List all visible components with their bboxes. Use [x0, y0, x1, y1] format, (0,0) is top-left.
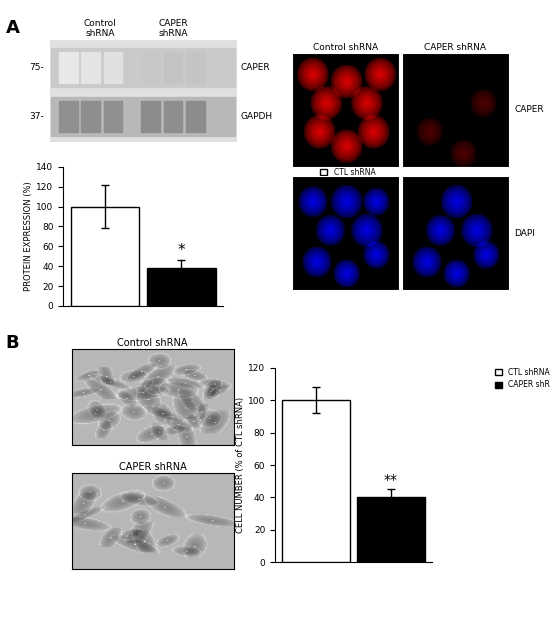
Text: **: **: [384, 473, 398, 487]
Text: 75-: 75-: [29, 63, 44, 72]
Text: Control
shRNA: Control shRNA: [84, 19, 117, 38]
Text: GAPDH: GAPDH: [240, 112, 272, 121]
Bar: [51, 48, 235, 87]
Bar: [81, 53, 100, 83]
Text: CAPER: CAPER: [240, 63, 270, 72]
Title: CAPER shRNA: CAPER shRNA: [119, 462, 186, 472]
Bar: [59, 53, 78, 83]
Text: 37-: 37-: [29, 112, 44, 121]
Bar: [104, 101, 123, 132]
Text: B: B: [6, 334, 19, 352]
Text: *: *: [177, 243, 185, 258]
Legend: CTL shRNA, CAPER shRNA: CTL shRNA, CAPER shRNA: [320, 168, 387, 190]
Bar: [51, 97, 235, 136]
Text: DAPI: DAPI: [514, 229, 535, 238]
Bar: [282, 400, 350, 562]
Bar: [186, 101, 205, 132]
Bar: [163, 101, 182, 132]
Title: Control shRNA: Control shRNA: [312, 43, 378, 52]
Title: CAPER shRNA: CAPER shRNA: [424, 43, 486, 52]
Legend: CTL shRNA, CAPER shRNA: CTL shRNA, CAPER shRNA: [494, 368, 550, 389]
Bar: [104, 53, 123, 83]
Bar: [70, 206, 139, 306]
Bar: [163, 53, 182, 83]
Bar: [147, 268, 216, 306]
Bar: [141, 53, 160, 83]
Text: CAPER
shRNA: CAPER shRNA: [158, 19, 188, 38]
Title: Control shRNA: Control shRNA: [117, 339, 188, 349]
Text: A: A: [6, 19, 19, 36]
Bar: [59, 101, 78, 132]
Y-axis label: PROTEIN EXPRESSION (%): PROTEIN EXPRESSION (%): [25, 182, 34, 291]
Bar: [357, 497, 425, 562]
Bar: [141, 101, 160, 132]
Y-axis label: CELL NUMBER (% of CTL shRNA): CELL NUMBER (% of CTL shRNA): [236, 397, 245, 533]
Bar: [81, 101, 100, 132]
Bar: [186, 53, 205, 83]
Text: CAPER: CAPER: [514, 105, 544, 114]
